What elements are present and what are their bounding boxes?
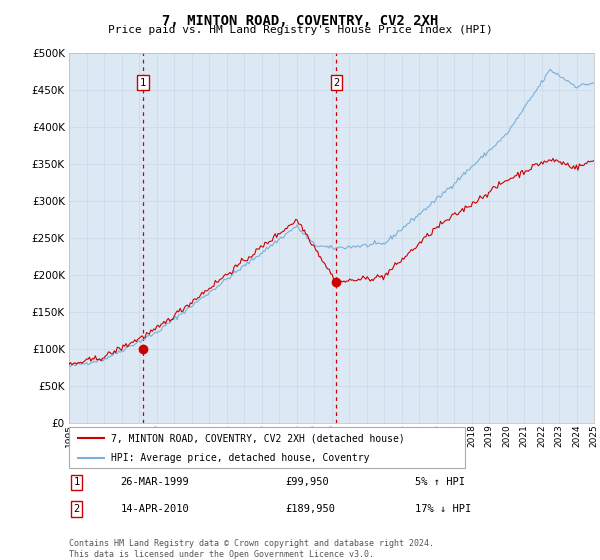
Text: 5% ↑ HPI: 5% ↑ HPI [415,477,465,487]
Text: £189,950: £189,950 [286,504,336,514]
Text: 7, MINTON ROAD, COVENTRY, CV2 2XH (detached house): 7, MINTON ROAD, COVENTRY, CV2 2XH (detac… [110,433,404,443]
Text: Contains HM Land Registry data © Crown copyright and database right 2024.
This d: Contains HM Land Registry data © Crown c… [69,539,434,559]
Text: 14-APR-2010: 14-APR-2010 [121,504,190,514]
Text: 1: 1 [140,78,146,88]
Text: Price paid vs. HM Land Registry's House Price Index (HPI): Price paid vs. HM Land Registry's House … [107,25,493,35]
Text: 1: 1 [74,477,80,487]
Text: 17% ↓ HPI: 17% ↓ HPI [415,504,471,514]
Text: 26-MAR-1999: 26-MAR-1999 [121,477,190,487]
Text: £99,950: £99,950 [286,477,329,487]
Text: 2: 2 [74,504,80,514]
Text: HPI: Average price, detached house, Coventry: HPI: Average price, detached house, Cove… [110,452,369,463]
Text: 2: 2 [333,78,340,88]
Text: 7, MINTON ROAD, COVENTRY, CV2 2XH: 7, MINTON ROAD, COVENTRY, CV2 2XH [162,14,438,28]
